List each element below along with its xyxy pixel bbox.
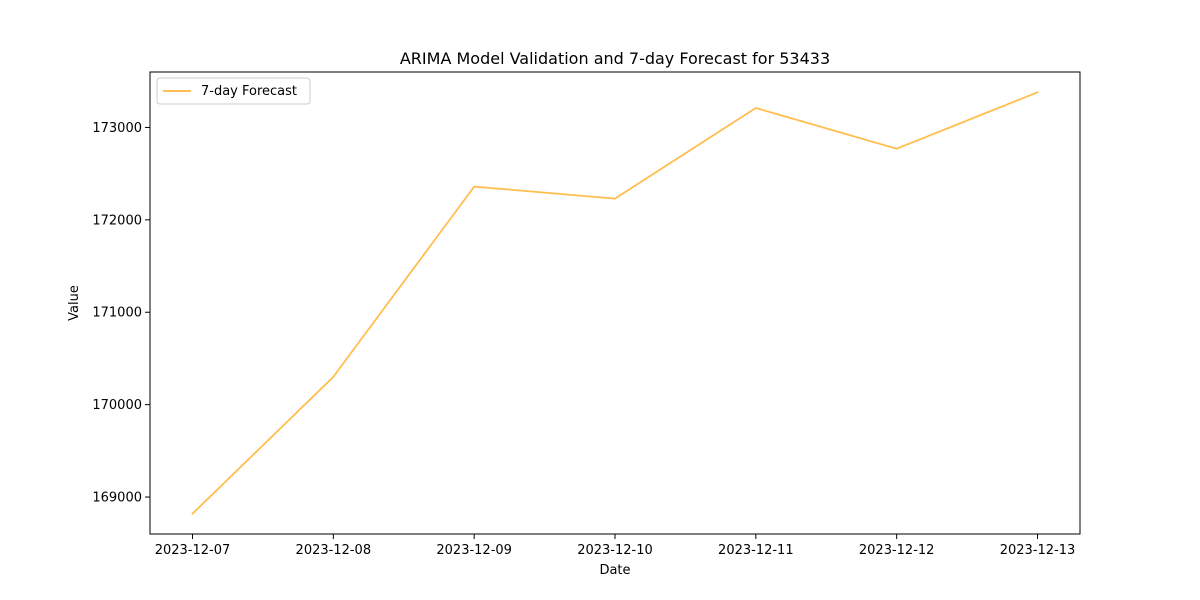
x-tick-label: 2023-12-12 (859, 543, 935, 558)
y-tick-label: 169000 (92, 491, 142, 506)
series-line-0 (191, 91, 1039, 515)
chart-title: ARIMA Model Validation and 7-day Forecas… (400, 49, 830, 68)
y-tick-label: 171000 (92, 306, 142, 321)
x-tick-label: 2023-12-07 (155, 543, 231, 558)
x-axis-label: Date (599, 563, 630, 578)
x-tick-label: 2023-12-10 (577, 543, 653, 558)
y-tick-label: 173000 (92, 121, 142, 136)
x-tick-label: 2023-12-09 (436, 543, 512, 558)
x-tick-label: 2023-12-08 (296, 543, 372, 558)
legend: 7-day Forecast (156, 77, 311, 105)
series-layer (191, 91, 1039, 515)
plot-area (149, 71, 1081, 535)
y-tick-label: 172000 (92, 213, 142, 228)
x-axis: 2023-12-07 2023-12-08 2023-12-09 2023-12-10… (155, 534, 1076, 558)
x-tick-label: 2023-12-13 (1000, 543, 1076, 558)
plot-frame (149, 71, 1081, 535)
y-axis: 169000 170000 171000 172000 173000 (92, 121, 150, 506)
legend-label-7-day-forecast: 7-day Forecast (201, 84, 297, 99)
y-tick-label: 170000 (92, 398, 142, 413)
y-axis-label: Value (67, 285, 82, 321)
x-tick-label: 2023-12-11 (718, 543, 794, 558)
legend-frame (156, 77, 311, 105)
